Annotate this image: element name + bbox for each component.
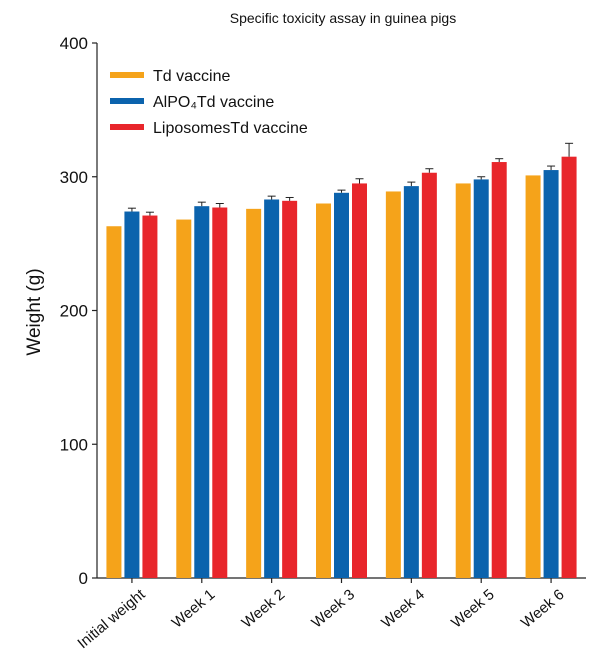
legend-swatch: [110, 124, 144, 130]
bar: [194, 206, 210, 579]
bar: [455, 183, 471, 578]
legend: Td vaccine AlPO₄Td vaccine LiposomesTd vac…: [110, 68, 308, 137]
bar: [142, 215, 158, 578]
chart-title: Specific toxicity assay in guinea pigs: [230, 10, 456, 26]
x-tick-label: Week 3: [308, 586, 358, 632]
bar: [473, 179, 489, 579]
bar: [525, 175, 541, 578]
bar: [334, 192, 349, 579]
x-tick-label: Week 5: [448, 586, 498, 632]
bar: [491, 162, 507, 578]
y-axis-label: Weight (g): [24, 268, 45, 355]
bar: [543, 170, 559, 578]
bar: [124, 211, 140, 578]
bar: [282, 200, 298, 578]
x-tick-label: Initial weight: [74, 586, 149, 653]
bar: [421, 172, 437, 579]
bar: [246, 208, 262, 578]
bars-group: [106, 142, 577, 579]
y-tick-label: 200: [60, 302, 88, 321]
legend-label: AlPO₄Td vaccine: [153, 94, 274, 111]
legend-label: LiposomesTd vaccine: [153, 120, 308, 137]
bar: [212, 207, 228, 578]
y-tick-label: 400: [60, 34, 88, 53]
bar: [561, 156, 577, 578]
y-tick-label: 300: [60, 168, 88, 187]
bar: [352, 183, 367, 578]
x-tick-label: Week 1: [169, 586, 219, 632]
x-tick-label: Week 2: [239, 586, 289, 632]
legend-label: Td vaccine: [153, 68, 230, 85]
y-tick-label: 0: [79, 569, 88, 588]
bar: [106, 226, 122, 579]
bar: [385, 191, 401, 578]
bar: [176, 219, 192, 579]
x-tick-label: Week 4: [378, 586, 428, 632]
legend-swatch: [110, 98, 144, 104]
bar: [316, 203, 331, 578]
legend-swatch: [110, 72, 144, 78]
bar: [264, 199, 280, 579]
x-tick-label: Week 6: [518, 586, 568, 632]
bar: [403, 186, 419, 579]
y-tick-label: 100: [60, 435, 88, 454]
